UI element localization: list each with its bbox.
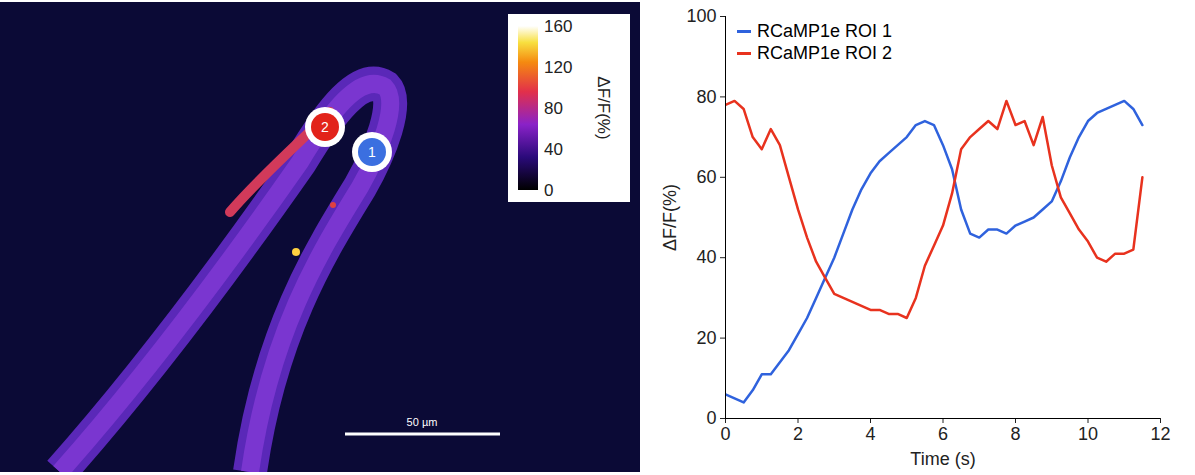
svg-text:80: 80 [696,87,716,107]
svg-text:40: 40 [544,140,563,159]
svg-text:12: 12 [1150,424,1170,444]
svg-text:8: 8 [1010,424,1020,444]
svg-text:20: 20 [696,328,716,348]
svg-text:0: 0 [544,181,553,200]
svg-text:50 µm: 50 µm [407,416,438,428]
svg-text:2: 2 [321,119,329,135]
svg-text:Time (s): Time (s) [910,449,975,469]
svg-text:ΔF/F(%): ΔF/F(%) [660,184,680,251]
svg-text:ΔF/F(%): ΔF/F(%) [594,76,613,139]
svg-text:80: 80 [544,99,563,118]
svg-text:2: 2 [793,424,803,444]
svg-text:0: 0 [706,408,716,428]
svg-text:6: 6 [938,424,948,444]
svg-text:4: 4 [865,424,875,444]
html-text:RCaMP1e ROI 2: RCaMP1e ROI 2 [757,43,892,63]
svg-text:100: 100 [686,6,716,26]
html-text:RCaMP1e ROI 1: RCaMP1e ROI 1 [757,21,892,41]
svg-text:40: 40 [696,247,716,267]
svg-text:10: 10 [1078,424,1098,444]
svg-text:0: 0 [720,424,730,444]
svg-text:160: 160 [544,17,572,36]
svg-text:120: 120 [544,58,572,77]
svg-text:1: 1 [368,144,376,160]
svg-text:60: 60 [696,167,716,187]
